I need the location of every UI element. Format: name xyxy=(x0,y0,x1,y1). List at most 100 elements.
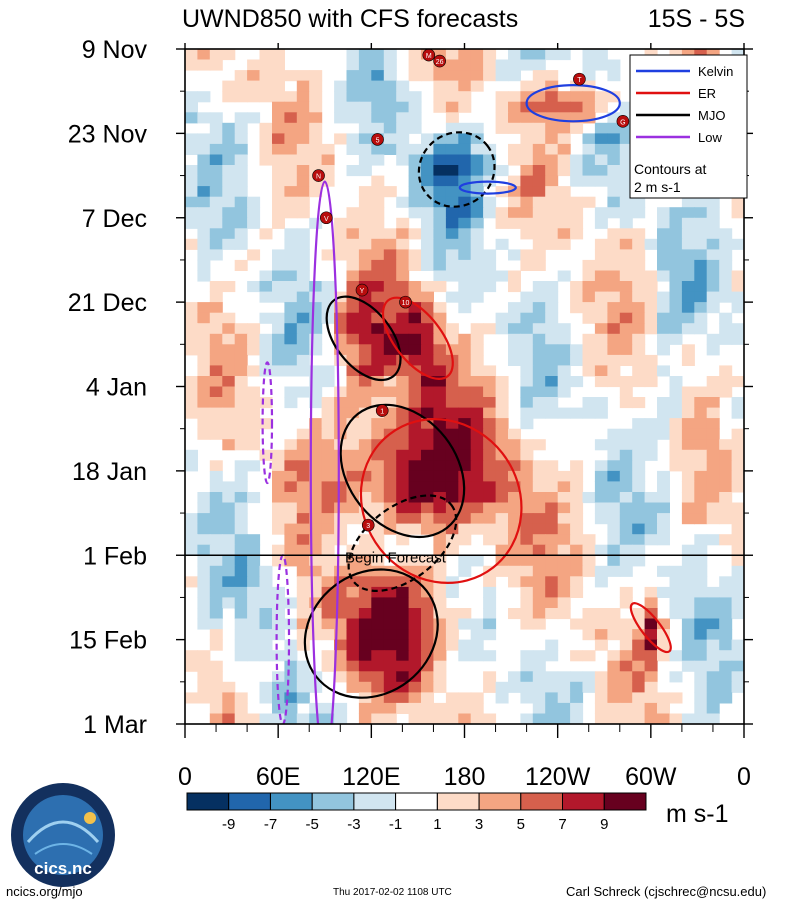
field-cell xyxy=(681,259,695,271)
field-cell xyxy=(632,523,646,535)
field-cell xyxy=(358,59,372,71)
field-cell xyxy=(681,207,695,219)
field-cell xyxy=(458,143,472,155)
field-cell xyxy=(570,407,584,419)
field-cell xyxy=(396,333,410,345)
colorbar-tick-label: 5 xyxy=(517,816,525,833)
field-cell xyxy=(570,228,584,240)
field-cell xyxy=(197,228,211,240)
field-cell xyxy=(284,133,298,145)
field-cell xyxy=(545,397,559,409)
storm-marker: N xyxy=(312,169,325,182)
field-cell xyxy=(408,502,422,514)
field-cell xyxy=(309,481,323,493)
field-cell xyxy=(594,165,608,177)
field-cell xyxy=(309,376,323,388)
field-cell xyxy=(719,449,733,461)
field-cell xyxy=(545,681,559,693)
field-cell xyxy=(346,418,360,430)
field-cell xyxy=(706,207,720,219)
legend-label: ER xyxy=(698,86,716,101)
field-cell xyxy=(706,439,720,451)
field-cell xyxy=(495,323,509,335)
field-cell xyxy=(234,439,248,451)
field-cell xyxy=(272,323,285,335)
field-cell xyxy=(681,565,695,577)
field-cell xyxy=(458,397,472,409)
field-cell xyxy=(433,49,447,61)
field-cell xyxy=(185,196,198,208)
field-cell xyxy=(557,333,571,345)
field-cell xyxy=(594,702,608,714)
field-cell xyxy=(557,207,571,219)
field-cell xyxy=(445,70,459,82)
field-cell xyxy=(234,143,248,155)
field-cell xyxy=(681,481,695,493)
field-cell xyxy=(234,523,248,535)
storm-marker: 10 xyxy=(399,295,412,309)
storm-marker: V xyxy=(320,211,333,225)
field-cell xyxy=(532,133,546,145)
field-cell xyxy=(234,397,248,409)
field-cell xyxy=(433,608,447,620)
field-cell xyxy=(222,143,236,155)
field-cell xyxy=(296,91,310,103)
field-cell xyxy=(383,259,397,271)
field-cell xyxy=(619,354,633,366)
field-cell xyxy=(272,49,285,61)
field-cell xyxy=(545,502,559,514)
field-cell xyxy=(197,397,211,409)
field-cell xyxy=(607,671,621,683)
field-cell xyxy=(408,49,422,61)
field-cell xyxy=(209,481,223,493)
field-cell xyxy=(197,692,211,704)
field-cell xyxy=(421,702,434,714)
field-cell xyxy=(296,713,310,724)
field-cell xyxy=(247,217,261,229)
field-cell xyxy=(545,576,559,588)
field-cell xyxy=(284,597,298,609)
field-cell xyxy=(383,80,397,92)
field-cell xyxy=(632,692,646,704)
field-cell xyxy=(408,513,422,525)
field-cell xyxy=(445,80,459,92)
field-cell xyxy=(532,365,546,377)
field-cell xyxy=(669,576,683,588)
field-cell xyxy=(557,376,571,388)
field-cell xyxy=(607,154,621,166)
field-cell xyxy=(358,449,372,461)
field-cell xyxy=(234,333,248,345)
field-cell xyxy=(594,207,608,219)
field-cell xyxy=(520,249,534,261)
field-cell xyxy=(570,713,584,724)
field-cell xyxy=(284,70,298,82)
field-cell xyxy=(619,186,633,198)
field-cell xyxy=(421,449,434,461)
field-cell xyxy=(272,122,285,134)
field-cell xyxy=(594,608,608,620)
field-cell xyxy=(383,692,397,704)
field-cell xyxy=(222,376,236,388)
field-cell xyxy=(582,302,596,314)
field-cell xyxy=(557,386,571,398)
field-cell xyxy=(421,671,434,683)
field-cell xyxy=(694,323,708,335)
field-cell xyxy=(272,291,285,303)
field-cell xyxy=(433,470,447,482)
field-cell xyxy=(532,481,546,493)
field-cell xyxy=(483,397,497,409)
field-cell xyxy=(557,555,571,567)
field-cell xyxy=(483,681,497,693)
field-cell xyxy=(371,59,385,71)
field-cell xyxy=(209,534,223,546)
field-cell xyxy=(632,639,646,651)
storm-marker: Y xyxy=(355,283,369,297)
field-cell xyxy=(396,428,410,440)
field-cell xyxy=(594,713,608,724)
field-cell xyxy=(545,534,559,546)
field-cell xyxy=(644,302,658,314)
field-cell xyxy=(185,376,198,388)
field-cell xyxy=(421,249,434,261)
field-cell xyxy=(545,692,559,704)
